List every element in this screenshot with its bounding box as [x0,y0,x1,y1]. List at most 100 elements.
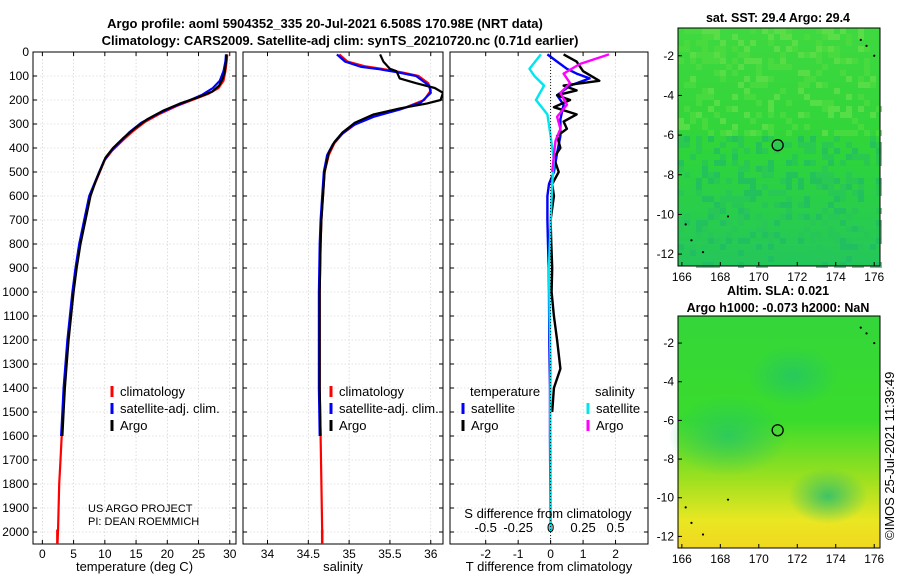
map-y-tick-label: -2 [663,336,674,350]
x-tick-label: 34 [261,547,275,561]
sst-pixel [726,256,732,262]
sst-pixel [750,178,756,184]
sst-pixel [678,46,684,52]
sst-pixel [870,76,876,82]
series-group [56,54,229,544]
sst-pixel [822,46,828,52]
sst-pixel [846,226,852,232]
sst-pixel [708,52,714,58]
sst-pixel [786,118,792,124]
sst-pixel [804,124,810,130]
sst-pixel [684,40,690,46]
sst-pixel [804,196,810,202]
y-tick-label: 2000 [2,525,29,539]
sst-pixel [738,196,744,202]
s-axis-label: S difference from climatology [464,506,632,521]
sst-pixel [684,214,690,220]
y-tick-label: 800 [9,237,29,251]
sst-pixel [852,118,858,124]
sst-pixel [822,166,828,172]
sst-pixel [756,142,762,148]
sst-pixel [822,208,828,214]
sst-pixel [744,190,750,196]
sst-pixel [714,202,720,208]
sst-pixel [726,238,732,244]
salinity-legend-title: salinity [595,384,635,399]
sst-pixel [828,34,834,40]
x-tick-label: 30 [223,547,237,561]
sst-pixel [744,214,750,220]
sst-pixel [738,172,744,178]
sst-pixel [750,82,756,88]
sst-pixel [852,244,858,250]
sst-pixel [720,160,726,166]
legend-label: Argo [120,418,147,433]
sst-pixel [846,184,852,190]
sst-pixel [696,94,702,100]
sst-pixel [852,148,858,154]
sst-pixel [702,58,708,64]
x-axis-label: T difference from climatology [466,559,633,574]
sst-pixel [858,124,864,130]
map-y-tick-label: -6 [663,413,674,427]
sst-pixel [720,220,726,226]
sst-pixel [822,82,828,88]
sst-pixel [762,232,768,238]
sst-pixel [768,238,774,244]
temperature-panel: 0 5 10 15 20 25 30 temperature (deg C) 0 100 200 30… [2,45,236,574]
sst-pixel [744,58,750,64]
sla-low-blob [748,346,838,406]
sst-pixel [798,202,804,208]
sst-pixel [708,232,714,238]
x-tick-label: 5 [70,547,77,561]
sst-pixel [780,88,786,94]
sst-pixel [678,136,684,142]
coastline-island [865,332,868,335]
sst-pixel [786,172,792,178]
sst-pixel [768,190,774,196]
sst-pixel [804,52,810,58]
sst-pixel [768,40,774,46]
plot-frame [449,51,649,545]
sst-pixel [834,214,840,220]
sst-pixel [810,100,816,106]
sst-pixel [756,70,762,76]
series-group [528,53,610,533]
sst-pixel [744,112,750,118]
sst-pixel [840,160,846,166]
sst-pixel [702,94,708,100]
sst-pixel [876,208,882,214]
difference-panel: -2 -1 0 1 2T difference from climatology -0.5… [449,51,649,574]
temperature-legend-title: temperature [470,384,540,399]
y-tick-label: 1800 [2,477,29,491]
sst-pixel [834,136,840,142]
coastline-island [873,341,876,345]
sst-pixel [738,250,744,256]
sst-pixel [828,178,834,184]
sst-pixel [798,184,804,190]
sst-pixel [744,208,750,214]
series-line-s-satellite [528,53,556,532]
sst-pixel [702,172,708,178]
pi-credit: PI: DEAN ROEMMICH [88,516,199,528]
sst-pixel [876,106,882,112]
sst-pixel [816,232,822,238]
sst-pixel [762,136,768,142]
sst-pixel [744,88,750,94]
sst-pixel [714,34,720,40]
sst-pixel [828,106,834,112]
sst-pixel [726,64,732,70]
sst-pixel [714,262,720,268]
sst-pixel [840,28,846,34]
sst-pixel [816,256,822,262]
sst-pixel [732,106,738,112]
sst-pixel [768,34,774,40]
map-x-tick-label: 172 [787,552,807,566]
grid [33,51,236,544]
sst-pixel [708,28,714,34]
sst-pixel [702,124,708,130]
map-y-tick-label: -12 [657,529,675,543]
sst-pixel [768,166,774,172]
sst-pixel [780,58,786,64]
sst-pixel [816,82,822,88]
